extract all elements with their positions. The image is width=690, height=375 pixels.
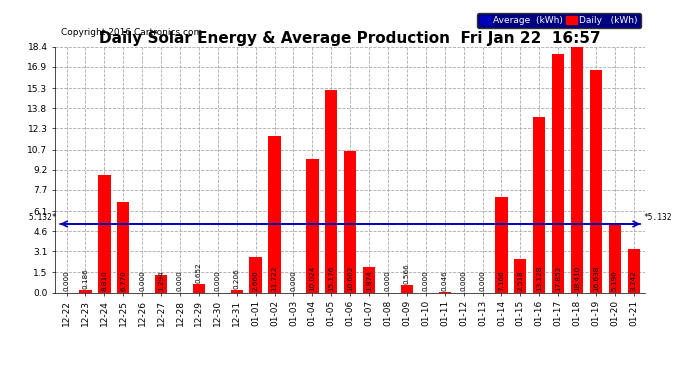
Text: 17.852: 17.852: [555, 266, 561, 291]
Bar: [514, 259, 526, 292]
Bar: [628, 249, 640, 292]
Text: 18.410: 18.410: [574, 266, 580, 291]
Bar: [268, 136, 281, 292]
Text: 6.770: 6.770: [120, 271, 126, 291]
Text: 5.190: 5.190: [612, 271, 618, 291]
Bar: [155, 275, 167, 292]
Text: 1.294: 1.294: [158, 271, 164, 291]
Bar: [325, 90, 337, 292]
Bar: [193, 284, 205, 292]
Bar: [533, 117, 545, 292]
Text: 0.000: 0.000: [177, 270, 183, 291]
Bar: [401, 285, 413, 292]
Bar: [79, 290, 92, 292]
Text: 10.602: 10.602: [347, 266, 353, 291]
Text: 0.000: 0.000: [480, 270, 486, 291]
Bar: [571, 47, 583, 292]
Text: 2.518: 2.518: [518, 271, 523, 291]
Text: 0.206: 0.206: [234, 268, 239, 289]
Text: 1.874: 1.874: [366, 271, 372, 291]
Text: 0.000: 0.000: [385, 270, 391, 291]
Bar: [306, 159, 319, 292]
Text: 11.722: 11.722: [272, 266, 277, 291]
Text: 13.128: 13.128: [536, 266, 542, 291]
Text: 0.000: 0.000: [139, 270, 145, 291]
Text: 15.176: 15.176: [328, 266, 334, 291]
Legend: Average  (kWh), Daily   (kWh): Average (kWh), Daily (kWh): [477, 13, 640, 28]
Text: 7.166: 7.166: [498, 271, 504, 291]
Text: 8.810: 8.810: [101, 271, 108, 291]
Bar: [552, 54, 564, 292]
Bar: [363, 267, 375, 292]
Bar: [495, 197, 508, 292]
Bar: [609, 223, 621, 292]
Text: 0.046: 0.046: [442, 270, 448, 291]
Text: 0.186: 0.186: [82, 268, 88, 290]
Bar: [98, 175, 110, 292]
Text: 0.000: 0.000: [63, 270, 70, 291]
Bar: [344, 151, 356, 292]
Text: *5.132: *5.132: [643, 213, 672, 222]
Text: 2.660: 2.660: [253, 271, 259, 291]
Text: 0.000: 0.000: [290, 270, 297, 291]
Text: 0.000: 0.000: [423, 270, 428, 291]
Text: 0.652: 0.652: [196, 262, 202, 283]
Text: 10.024: 10.024: [309, 266, 315, 291]
Text: 0.566: 0.566: [404, 264, 410, 284]
Text: 5.132*: 5.132*: [28, 213, 57, 222]
Title: Daily Solar Energy & Average Production  Fri Jan 22  16:57: Daily Solar Energy & Average Production …: [99, 31, 601, 46]
Text: 0.000: 0.000: [215, 270, 221, 291]
Text: 3.242: 3.242: [631, 271, 637, 291]
Bar: [117, 202, 130, 292]
Bar: [590, 70, 602, 292]
Text: 0.000: 0.000: [461, 270, 466, 291]
Bar: [230, 290, 243, 292]
Bar: [250, 257, 262, 292]
Text: Copyright 2016 Cartronics.com: Copyright 2016 Cartronics.com: [61, 28, 202, 37]
Text: 16.638: 16.638: [593, 266, 599, 291]
